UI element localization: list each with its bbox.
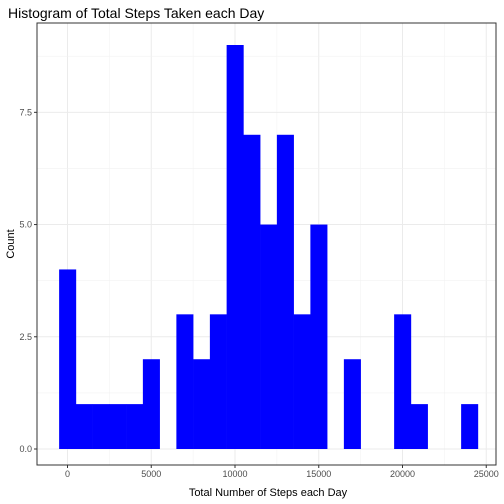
histogram-bar (109, 404, 127, 449)
histogram-bar (394, 314, 412, 449)
histogram-bar (276, 134, 294, 449)
x-tick-label: 10000 (222, 469, 247, 479)
histogram-bar (293, 314, 311, 449)
x-tick-label: 25000 (474, 469, 499, 479)
histogram-bar (226, 45, 244, 449)
x-tick-label: 0 (65, 469, 70, 479)
y-tick-label: 7.5 (19, 107, 32, 117)
histogram-bar (59, 269, 77, 449)
x-tick-label: 20000 (390, 469, 415, 479)
x-axis-title: Total Number of Steps each Day (189, 487, 348, 499)
y-tick-label: 2.5 (19, 332, 32, 342)
y-tick-label: 0.0 (19, 444, 32, 454)
histogram-bar (461, 404, 479, 449)
histogram-bar (92, 404, 110, 449)
histogram-bars (59, 45, 479, 449)
histogram-bar (209, 314, 227, 449)
y-axis-ticks: 0.0 2.5 5.0 7.5 (19, 107, 37, 454)
histogram-bar (343, 359, 361, 449)
histogram-bar (260, 224, 278, 449)
panel-border (36, 22, 497, 466)
histogram-bar (243, 134, 261, 449)
histogram-bar (126, 404, 144, 449)
histogram-bar (176, 314, 194, 449)
histogram-bar (142, 359, 160, 449)
histogram-bar (75, 404, 93, 449)
histogram-bar (193, 359, 211, 449)
y-axis-title: Count (5, 229, 17, 258)
histogram-bar (310, 224, 328, 449)
x-tick-label: 5000 (141, 469, 161, 479)
histogram-bar (410, 404, 428, 449)
x-tick-label: 15000 (306, 469, 331, 479)
y-tick-label: 5.0 (19, 220, 32, 230)
x-axis-ticks: 0 5000 10000 15000 20000 25000 (65, 465, 499, 479)
chart-title: Histogram of Total Steps Taken each Day (8, 5, 265, 21)
